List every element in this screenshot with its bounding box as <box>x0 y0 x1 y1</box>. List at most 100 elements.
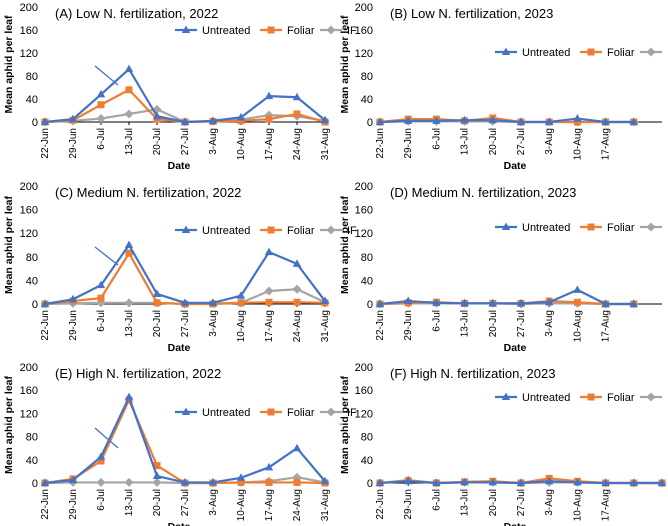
chart-panel-d: 0 40 80 120 160 200 22-Jun 29-Jun 6-Jul 13-Jul 20-… <box>339 181 668 354</box>
panel-2-series-0-point-4 <box>152 289 162 297</box>
panel-1-series-0-point-7 <box>573 114 582 122</box>
panel-4-series-0-point-4 <box>152 471 162 480</box>
panel-2-series-0-point-9 <box>292 259 302 267</box>
y-tick-label: 120 <box>355 228 373 240</box>
panel-4-series-0-point-9 <box>292 443 302 452</box>
y-axis-title: Mean aphid per leaf <box>339 195 351 294</box>
x-tick-label: 6-Jul <box>431 310 442 332</box>
panel-5-series-0-point-9 <box>629 478 638 486</box>
legend-label: Untreated <box>522 222 570 234</box>
panel-4-series-0-point-8 <box>264 462 274 471</box>
x-tick-label: 10-Aug <box>236 489 247 521</box>
panel-4-series-1-point-legend-1 <box>267 408 275 416</box>
x-tick-label: 20-Jul <box>152 489 163 516</box>
x-tick-label: 29-Jun <box>68 128 79 159</box>
legend-label: Untreated <box>202 407 250 419</box>
y-tick-label: 80 <box>26 71 38 83</box>
x-tick-label: 20-Jul <box>152 310 163 337</box>
y-tick-label: 200 <box>355 2 373 14</box>
x-tick-label: 6-Jul <box>431 489 442 511</box>
panel-0-series-0-point-8 <box>264 91 274 100</box>
x-tick-label: 29-Jun <box>403 310 414 341</box>
panel-3-series-0-point-5 <box>516 298 526 307</box>
panel-0-series-0-point-2 <box>96 89 106 98</box>
panel-0-series-0-point-5 <box>180 117 190 125</box>
panel-4-series-2-point-legend-2 <box>326 407 336 417</box>
panel-4-series-0-point-1 <box>68 475 78 484</box>
panel-2-series-1-point-7 <box>237 299 245 307</box>
panel-1-series-0-point-1 <box>404 116 413 124</box>
x-axis-title: Date <box>504 521 527 526</box>
panel-2-series-0-point-7 <box>236 291 246 299</box>
x-tick-label: 24-Aug <box>292 489 303 521</box>
panel-1-series-0-point-4 <box>488 115 497 124</box>
panel-0-series-0-point-10 <box>320 115 330 124</box>
panel-3-series-0-point-2 <box>432 298 441 306</box>
panel-4-series-0-point-legend-0 <box>181 407 191 415</box>
panel-3-series-1-point-7 <box>573 298 581 306</box>
panel-0-series-2-point-3 <box>124 109 134 119</box>
y-tick-label: 0 <box>367 478 373 490</box>
panel-1-series-0-point-3 <box>460 115 469 124</box>
panel-4-series-0-point-5 <box>180 477 190 486</box>
x-tick-label: 24-Aug <box>292 128 303 160</box>
x-tick-label: 20-Jul <box>488 489 499 516</box>
panel-2-series-0-point-5 <box>180 298 190 306</box>
panel-title: (C) Medium N. fertilization, 2022 <box>55 185 241 200</box>
panel-4-series-0-point-10 <box>320 476 330 485</box>
x-tick-label: 22-Jun <box>375 128 386 159</box>
panel-title: (F) High N. fertilization, 2023 <box>390 366 555 381</box>
y-tick-label: 160 <box>355 385 373 397</box>
panel-0-series-0-point-1 <box>68 114 78 123</box>
y-tick-label: 80 <box>361 71 373 83</box>
x-axis-title: Date <box>504 342 527 354</box>
panel-title: (D) Medium N. fertilization, 2023 <box>390 185 576 200</box>
legend-label: Untreated <box>522 392 570 404</box>
panel-2-series-2-point-3 <box>124 298 134 308</box>
x-tick-label: 20-Jul <box>152 128 163 155</box>
x-tick-label: 27-Jul <box>516 310 527 337</box>
y-tick-label: 200 <box>20 181 38 193</box>
y-tick-label: 40 <box>361 455 373 467</box>
annotation-arrow <box>94 246 119 266</box>
panel-2-series-2-point-9 <box>292 284 302 294</box>
x-tick-label: 31-Aug <box>320 128 331 160</box>
x-tick-label: 22-Jun <box>375 489 386 520</box>
x-tick-label: 29-Jun <box>403 489 414 520</box>
chart-panel-c: 0 40 80 120 160 200 22-Jun 29-Jun 6-Jul 13-Jul 20-… <box>3 181 357 354</box>
panel-4-series-0-point-3 <box>124 392 134 401</box>
panel-5-series-2-point-legend-2 <box>646 392 656 402</box>
y-tick-label: 40 <box>361 94 373 106</box>
panel-2-series-0-point-3 <box>124 240 134 248</box>
panel-0-series-0-point-0 <box>40 117 50 125</box>
panel-1-series-0-point-2 <box>432 116 441 124</box>
x-tick-label: 10-Aug <box>572 489 583 521</box>
panel-5-series-0-point-5 <box>516 478 526 486</box>
panel-1-series-0-point-5 <box>516 117 526 125</box>
x-tick-label: 17-Aug <box>601 128 612 160</box>
panel-2-series-0-point-0 <box>40 299 50 307</box>
x-tick-label: 3-Aug <box>208 310 219 337</box>
x-tick-label: 20-Jul <box>488 128 499 155</box>
panel-1-series-1-point-legend-1 <box>587 48 595 56</box>
x-tick-label: 10-Aug <box>236 310 247 342</box>
panel-4-series-0-point-6 <box>208 477 218 486</box>
x-tick-label: 31-Aug <box>320 489 331 521</box>
x-tick-label: 17-Aug <box>264 310 275 342</box>
x-tick-label: 22-Jun <box>40 128 51 159</box>
y-tick-label: 40 <box>26 94 38 106</box>
panel-5-series-0-point-7 <box>573 477 582 486</box>
panel-0-series-0-point-7 <box>236 112 246 121</box>
panel-0-series-1-point-8 <box>265 115 273 123</box>
y-tick-label: 200 <box>20 362 38 374</box>
x-tick-label: 27-Jul <box>180 489 191 516</box>
panel-4-series-1-point-9 <box>293 478 301 486</box>
panel-3-series-0-point-6 <box>545 297 554 306</box>
panel-2-series-0-point-8 <box>264 247 274 256</box>
chart-panel-f: 0 40 80 120 160 200 22-Jun 29-Jun 6-Jul 13-Jul 20-… <box>339 362 668 526</box>
panel-5-series-0-point-1 <box>404 476 413 485</box>
panel-2-series-1-point-3 <box>125 249 133 257</box>
y-tick-label: 200 <box>355 181 373 193</box>
panel-2-series-1-point-8 <box>265 298 273 306</box>
